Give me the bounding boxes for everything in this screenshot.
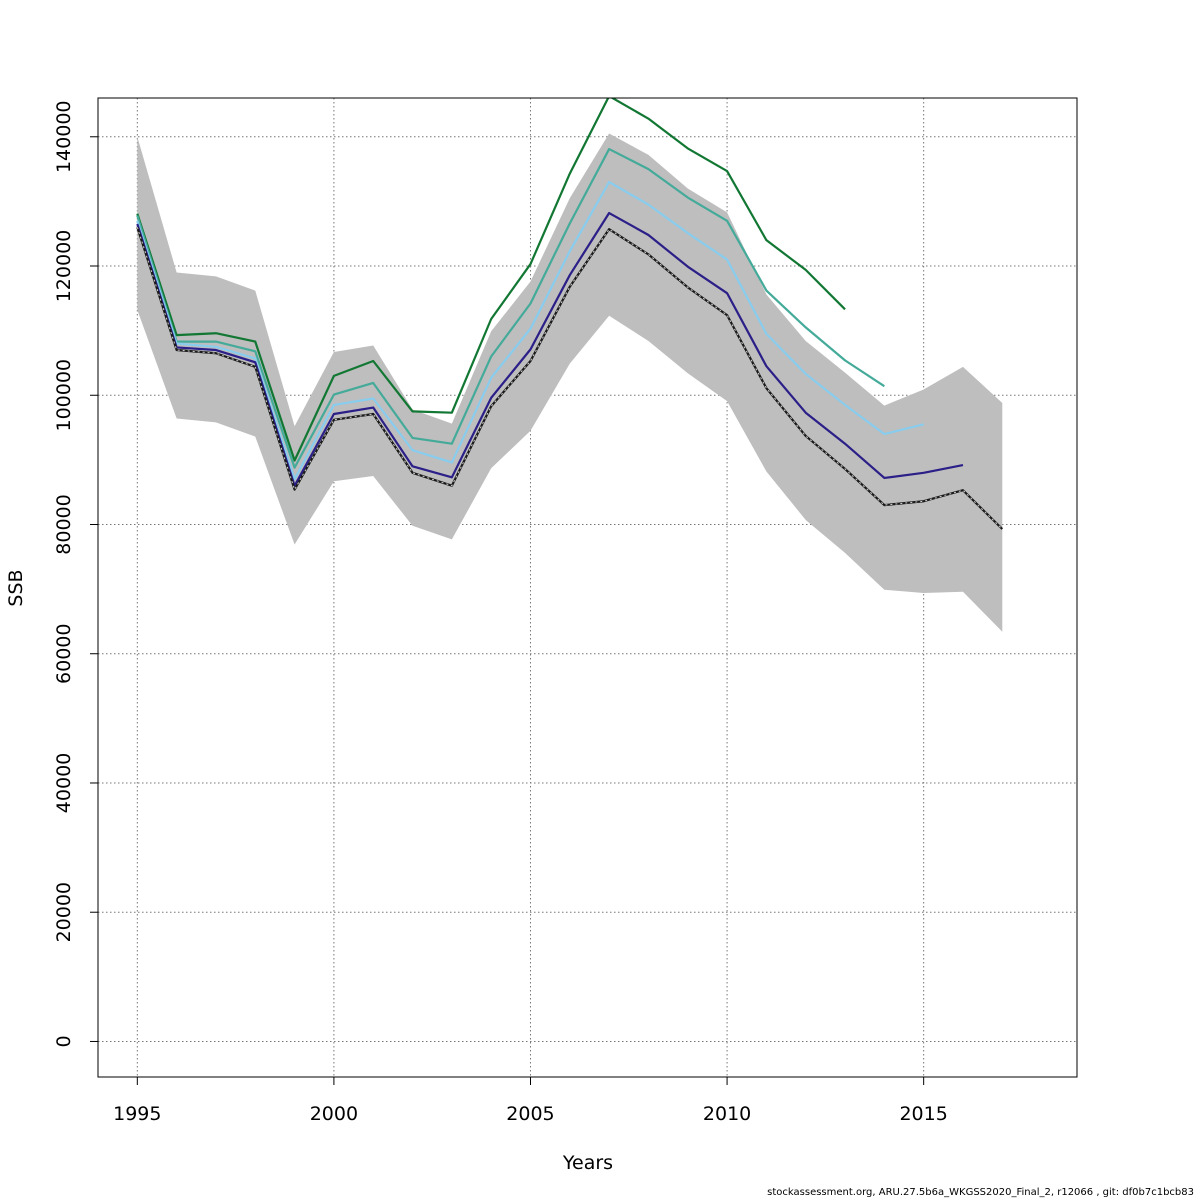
y-tick-label: 40000	[53, 753, 75, 813]
series-line-4	[136, 147, 885, 469]
y-tick-label: 20000	[53, 882, 75, 942]
x-tick-label: 1995	[113, 1103, 161, 1125]
x-tick-label: 2010	[703, 1103, 751, 1125]
confidence-band	[137, 133, 1003, 632]
y-tick-label: 140000	[53, 101, 75, 174]
y-tick-label: 0	[53, 1035, 75, 1047]
x-tick-label: 2005	[506, 1103, 554, 1125]
series-line-3	[136, 180, 924, 481]
x-axis-label: Years	[562, 1152, 613, 1174]
x-axis: 1995 2000 2005 2010 2015	[113, 1077, 948, 1125]
x-tick-label: 2000	[310, 1103, 358, 1125]
band-area	[137, 133, 1003, 632]
y-tick-label: 80000	[53, 494, 75, 554]
series-line-5	[136, 98, 846, 462]
y-tick-label: 120000	[53, 230, 75, 303]
plot-frame	[97, 97, 1078, 1078]
series-lines	[136, 98, 1004, 530]
y-axis-label: SSB	[5, 569, 27, 606]
y-tick-label: 100000	[53, 359, 75, 432]
x-tick-label: 2015	[899, 1103, 947, 1125]
series-line-dash-overlay	[136, 227, 1003, 530]
series-line-2	[136, 211, 964, 487]
footer-credit: stockassessment.org, ARU.27.5b6a_WKGSS20…	[767, 1187, 1194, 1198]
y-axis: 0 20000 40000 60000 80000 100000 120000 140000	[53, 101, 98, 1048]
y-tick-label: 60000	[53, 624, 75, 684]
